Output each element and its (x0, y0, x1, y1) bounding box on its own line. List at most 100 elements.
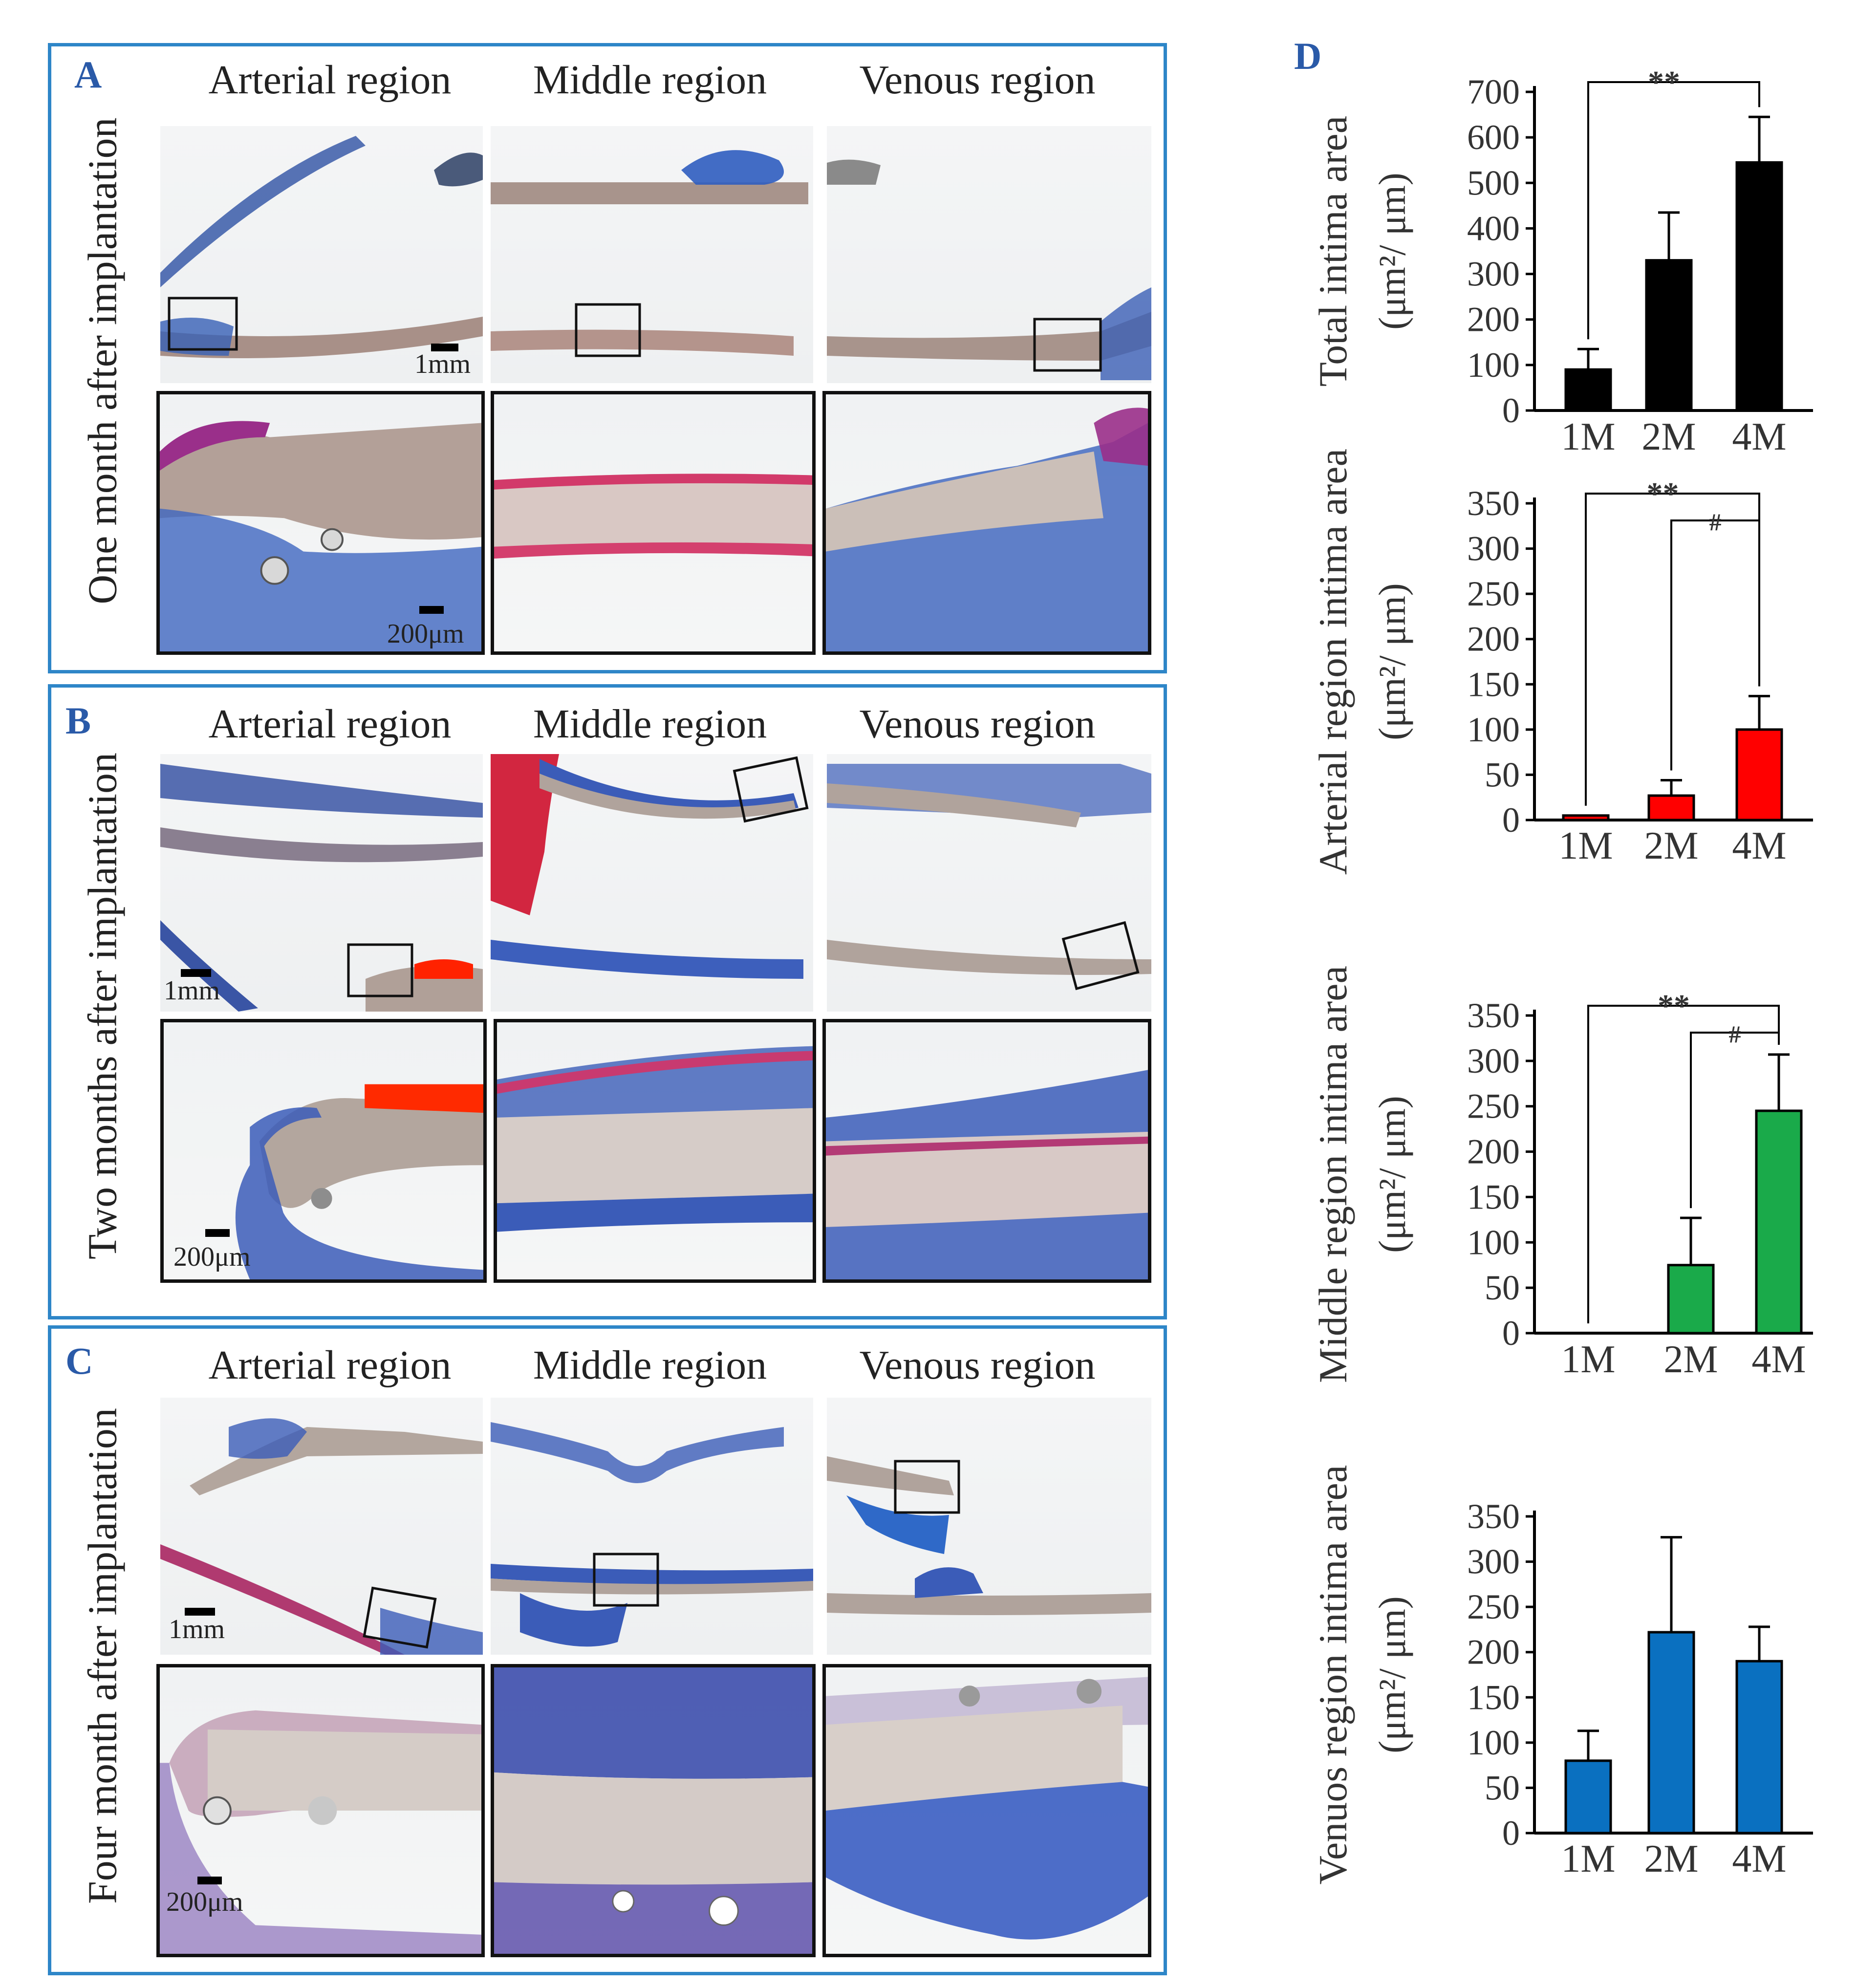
chart-2-sig-label-0: ** (1658, 988, 1690, 1024)
chart-1-ytick-label: 300 (1467, 529, 1520, 568)
chart-1-xtick-4M: 4M (1732, 824, 1786, 867)
chart-1-ytick-label: 0 (1502, 800, 1520, 840)
chart-2-sig-label-1: # (1729, 1020, 1741, 1048)
chart-0-sig-bracket-0 (1587, 81, 1760, 340)
chart-2-bar-2M (1667, 1264, 1715, 1335)
chart-3-ytick-label: 150 (1467, 1678, 1520, 1717)
panel-b-col-venous: Venous region (859, 701, 1096, 747)
chart-3-ytick-label: 350 (1467, 1497, 1520, 1536)
panel-b-scale-bar-top (181, 969, 211, 977)
chart-0-bar-2M (1645, 259, 1693, 412)
chart-1-bar-2M (1647, 794, 1695, 821)
chart-0-xtick-1M: 1M (1561, 415, 1615, 458)
chart-0-ytick-label: 700 (1467, 72, 1520, 111)
panel-a-arterial-overview (160, 126, 483, 383)
panel-a-scale-bar-top (431, 344, 458, 351)
panel-c-scale-top: 1mm (169, 1614, 225, 1644)
panel-a-venous-zoom (822, 391, 1151, 655)
chart-3-ytick-label: 0 (1502, 1814, 1520, 1853)
chart-3-ytick-label: 250 (1467, 1587, 1520, 1626)
chart-0-ylabel: Total intima area (1311, 116, 1355, 387)
chart-1-xtick-1M: 1M (1558, 824, 1613, 867)
chart-2-sig-bracket-0 (1587, 1005, 1780, 1323)
chart-3-bar-2M (1647, 1631, 1695, 1835)
panel-a-col-arterial: Arterial region (208, 57, 452, 103)
panel-b-scale-bar-bottom (205, 1229, 230, 1237)
chart-2-ytick-label: 350 (1467, 996, 1520, 1035)
chart-1-xtick-2M: 2M (1644, 824, 1698, 867)
panel-a-scale-bar-bottom (419, 606, 444, 614)
chart-1-ytick-label: 50 (1485, 755, 1520, 794)
panel-c-venous-zoom (822, 1664, 1151, 1957)
panel-c-letter: C (65, 1340, 93, 1382)
chart-1-bar-1M (1562, 814, 1610, 821)
chart-0-ytick-label: 200 (1467, 300, 1520, 339)
panel-c-col-venous: Venous region (859, 1342, 1096, 1388)
chart-2-ylabel: Middle region intima area (1311, 966, 1355, 1383)
chart-2-ytick-label: 200 (1467, 1132, 1520, 1171)
chart-1-sig-label-1: # (1709, 508, 1722, 536)
panel-c-scale-bar-bottom (197, 1877, 222, 1884)
chart-1-bar-4M (1735, 728, 1783, 821)
chart-1-sig-label-0: ** (1647, 476, 1679, 512)
panel-b-arterial-overview (160, 754, 483, 1012)
chart-1-ytick-label: 250 (1467, 574, 1520, 613)
chart-0-ytick-label: 0 (1502, 391, 1520, 430)
panel-b-venous-overview (827, 754, 1151, 1012)
panel-a-middle-overview (491, 126, 813, 383)
panel-c-col-arterial: Arterial region (208, 1342, 452, 1388)
panel-d-letter: D (1294, 35, 1322, 77)
chart-0-yunit: (μm²/ μm) (1371, 173, 1413, 329)
chart-1-yunit: (μm²/ μm) (1371, 583, 1413, 740)
chart-2-yunit: (μm²/ μm) (1371, 1096, 1413, 1253)
chart-3-ytick-label: 50 (1485, 1768, 1520, 1807)
chart-1-sig-bracket-0 (1585, 493, 1760, 806)
chart-0-bar-4M (1735, 161, 1783, 412)
chart-2-ytick-label: 250 (1467, 1087, 1520, 1126)
panel-c-arterial-zoom (156, 1664, 485, 1957)
chart-0-bar-1M (1564, 368, 1612, 412)
chart-1-ytick-label: 150 (1467, 665, 1520, 704)
panel-a-scale-bottom: 200μm (387, 619, 464, 649)
chart-0-ytick-label: 400 (1467, 209, 1520, 248)
chart-1-ytick-label: 200 (1467, 620, 1520, 659)
panel-c-scale-bar-top (185, 1608, 215, 1616)
chart-1-ytick-label: 350 (1467, 484, 1520, 523)
panel-c-middle-overview (491, 1398, 813, 1655)
chart-1-ytick-label: 100 (1467, 710, 1520, 749)
chart-2-xtick-2M: 2M (1663, 1338, 1718, 1381)
chart-2-ytick-label: 300 (1467, 1041, 1520, 1080)
chart-2-xtick-4M: 4M (1751, 1338, 1806, 1381)
panel-a-letter: A (74, 53, 102, 96)
panel-a-scale-top: 1mm (414, 349, 471, 379)
panel-b-venous-zoom (822, 1019, 1151, 1283)
chart-3-ylabel: Venuos region intima area (1311, 1465, 1355, 1884)
panel-b-scale-top: 1mm (164, 975, 220, 1006)
panel-c-venous-overview (827, 1398, 1151, 1655)
chart-3-xtick-4M: 4M (1732, 1837, 1786, 1880)
panel-b-scale-bottom: 200μm (173, 1242, 251, 1272)
chart-2-ytick-label: 0 (1502, 1314, 1520, 1353)
chart-2-sig-bracket-1 (1690, 1032, 1780, 1209)
panel-b-middle-zoom (494, 1019, 816, 1283)
chart-1-sig-bracket-1 (1670, 519, 1760, 771)
chart-0-ytick-label: 300 (1467, 255, 1520, 294)
panel-b-col-middle: Middle region (533, 701, 767, 747)
chart-3-yunit: (μm²/ μm) (1371, 1596, 1413, 1753)
panel-a-col-venous: Venous region (859, 57, 1096, 103)
chart-3-ytick-label: 200 (1467, 1633, 1520, 1672)
chart-2-xtick-1M: 1M (1561, 1338, 1615, 1381)
chart-1-ylabel: Arterial region intima area (1311, 449, 1355, 875)
chart-0-sig-label-0: ** (1648, 65, 1680, 100)
chart-0-xtick-4M: 4M (1732, 415, 1786, 458)
panel-b-arterial-zoom (160, 1019, 487, 1283)
panel-a-middle-zoom (491, 391, 816, 655)
panel-a-venous-overview (827, 126, 1151, 383)
chart-3-bar-4M (1735, 1660, 1783, 1835)
chart-3-ytick-label: 100 (1467, 1723, 1520, 1762)
panel-b-middle-overview (491, 754, 813, 1012)
chart-3-xtick-1M: 1M (1561, 1837, 1615, 1880)
panel-c-middle-zoom (491, 1664, 816, 1957)
panel-b-letter: B (65, 699, 91, 742)
